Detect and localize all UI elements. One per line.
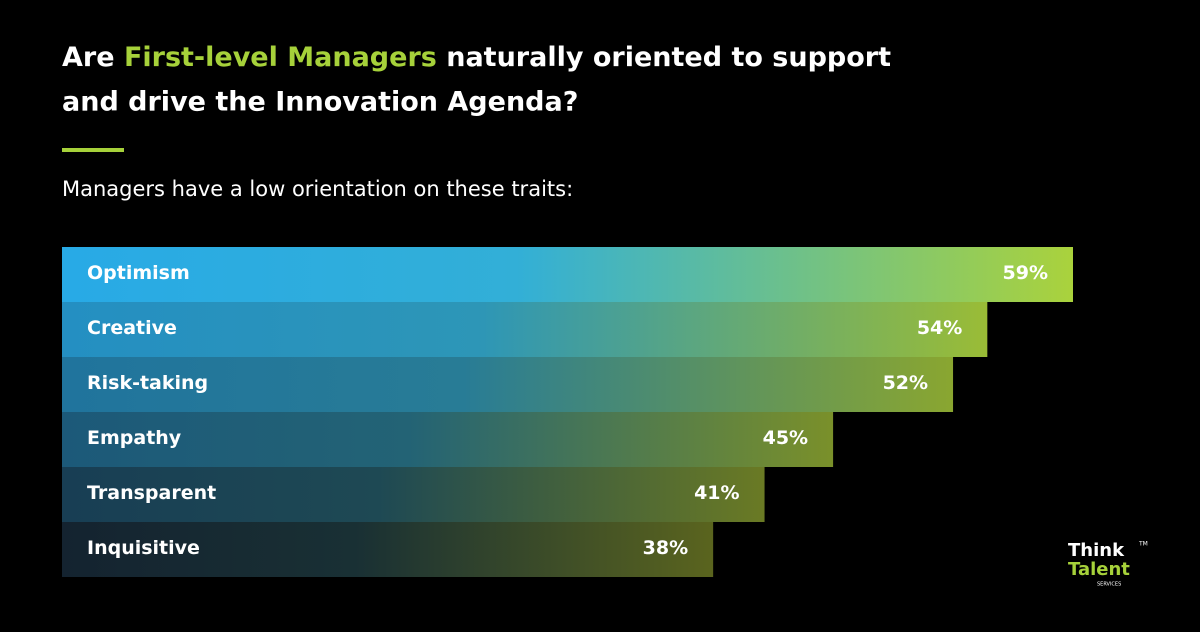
logo-services: SERVICES [1097, 582, 1121, 588]
bar [62, 247, 1073, 302]
value-label: 45% [763, 427, 808, 449]
chart-title-line2: and drive the Innovation Agenda? [62, 87, 578, 118]
bar [62, 302, 988, 357]
title-part: Are [62, 42, 124, 73]
category-label: Creative [87, 317, 177, 339]
category-label: Empathy [87, 427, 182, 449]
value-label: 52% [883, 372, 928, 394]
value-label: 54% [917, 317, 962, 339]
chart-subtitle: Managers have a low orientation on these… [62, 177, 573, 201]
logo-talent: Talent [1068, 559, 1130, 580]
bar [62, 522, 714, 577]
logo: Think TM Talent SERVICES [1068, 540, 1148, 588]
bars: Optimism 59% Creative 54% Risk-taking 52% Empa… [62, 247, 1073, 577]
category-label: Inquisitive [87, 537, 200, 559]
value-label: 41% [694, 482, 739, 504]
logo-think: Think [1068, 540, 1125, 561]
value-label: 59% [1003, 262, 1048, 284]
title-part: naturally oriented to support [437, 42, 891, 73]
bar [62, 412, 834, 467]
chart-title: Are First-level Managers naturally orien… [62, 42, 891, 73]
accent-line [62, 148, 124, 152]
logo-tm: TM [1138, 541, 1148, 548]
category-label: Risk-taking [87, 372, 208, 394]
category-label: Optimism [87, 262, 190, 284]
bar [62, 357, 954, 412]
title-highlight: First-level Managers [124, 42, 437, 73]
bar [62, 467, 765, 522]
category-label: Transparent [87, 482, 216, 504]
value-label: 38% [643, 537, 688, 559]
